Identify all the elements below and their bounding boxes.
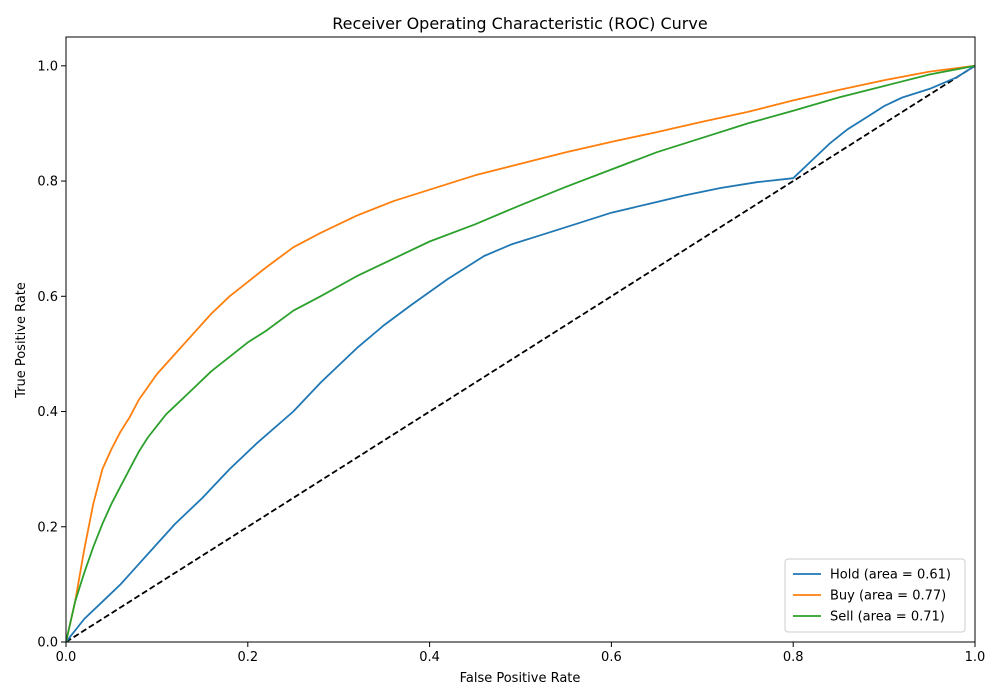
legend-label-hold: Hold (area = 0.61)	[830, 568, 951, 583]
y-tick-label: 0.4	[37, 405, 58, 420]
plot-frame	[65, 36, 976, 643]
y-tick-label: 0.0	[37, 636, 58, 651]
x-tick-label: 0.6	[601, 650, 622, 665]
y-axis-ticks: 0.0 0.2 0.4 0.6 0.8 1.0	[37, 59, 66, 651]
legend: Hold (area = 0.61) Buy (area = 0.77) Sell …	[784, 558, 966, 633]
y-tick-label: 0.2	[37, 520, 58, 535]
legend-label-buy: Buy (area = 0.77)	[830, 589, 946, 604]
x-axis-label: False Positive Rate	[460, 671, 581, 686]
x-tick-label: 0.0	[56, 650, 77, 665]
series-line-buy	[66, 64, 975, 642]
legend-label-sell: Sell (area = 0.71)	[830, 610, 945, 625]
x-tick-label: 0.8	[783, 650, 804, 665]
series-line-hold	[66, 65, 975, 642]
series-lines	[66, 64, 975, 642]
chart-title: Receiver Operating Characteristic (ROC) …	[332, 14, 707, 33]
series-line-sell	[66, 64, 975, 642]
y-tick-label: 0.8	[37, 175, 58, 190]
y-axis-label: True Positive Rate	[14, 282, 29, 399]
x-tick-label: 0.2	[237, 650, 258, 665]
plot-area	[65, 36, 976, 643]
x-axis-ticks: 0.0 0.2 0.4 0.6 0.8 1.0	[56, 642, 986, 665]
y-tick-label: 0.6	[37, 290, 58, 305]
legend-box	[784, 558, 966, 633]
x-tick-label: 1.0	[965, 650, 986, 665]
y-tick-label: 1.0	[37, 59, 58, 74]
chance-diagonal-line	[66, 65, 975, 642]
x-tick-label: 0.4	[419, 650, 440, 665]
